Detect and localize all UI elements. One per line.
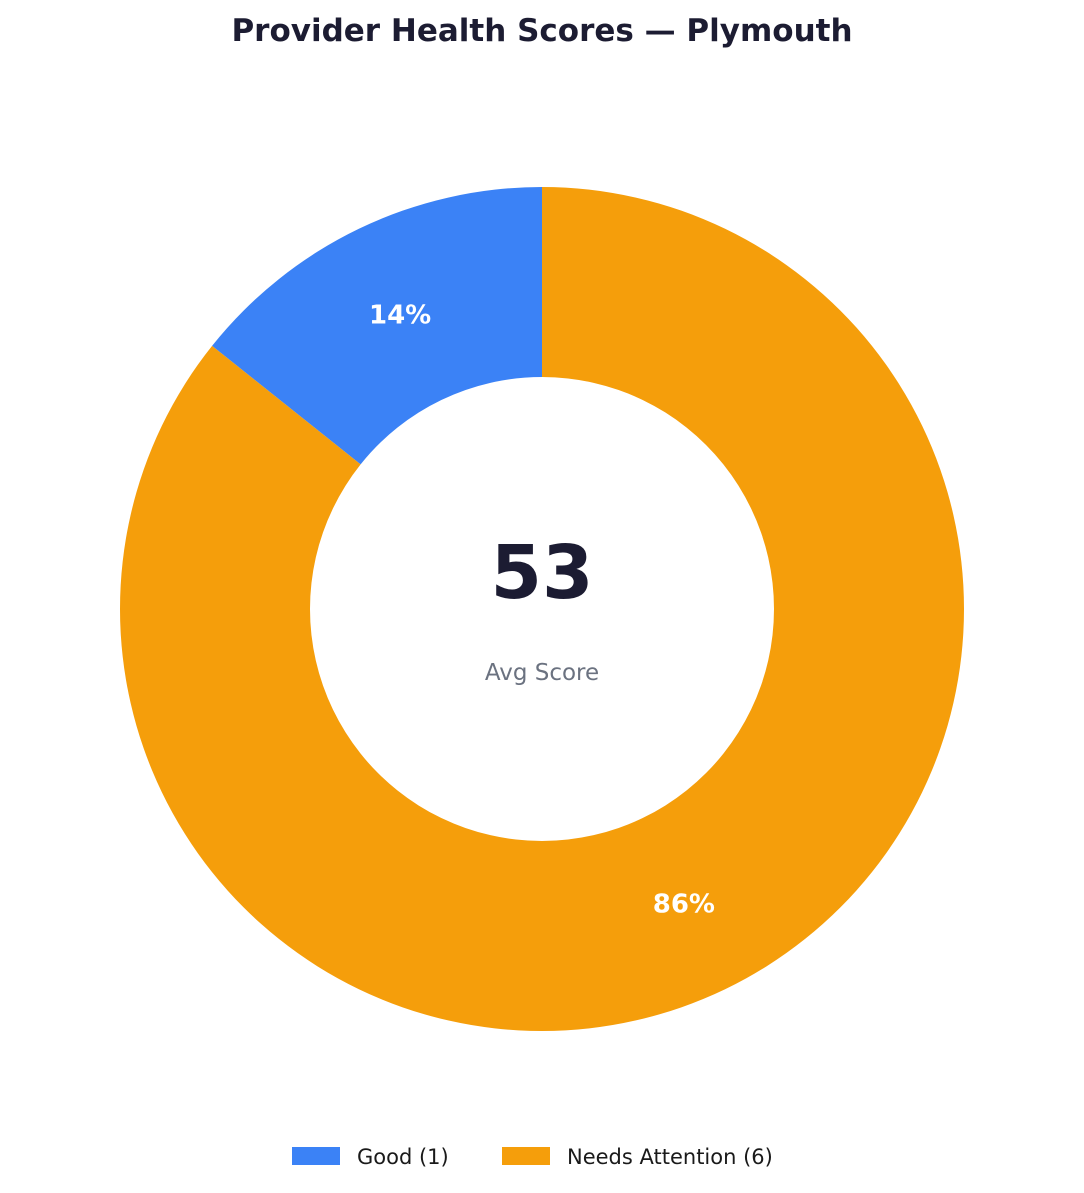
slice-labels: 14% 86% xyxy=(369,300,715,919)
slice-percent-label-1: 86% xyxy=(653,890,715,920)
center-label: Avg Score xyxy=(485,660,599,686)
chart-title: Provider Health Scores — Plymouth xyxy=(231,13,852,49)
slice-percent-label-0: 14% xyxy=(369,300,431,330)
legend-label-0: Good (1) xyxy=(357,1145,449,1169)
legend-swatch-1 xyxy=(502,1147,550,1165)
legend-swatch-0 xyxy=(292,1147,340,1165)
legend: Good (1) Needs Attention (6) xyxy=(292,1145,773,1169)
center-value: 53 xyxy=(491,530,594,616)
donut-slice-1 xyxy=(120,186,965,1031)
donut-slice-0 xyxy=(212,187,542,465)
donut-slices xyxy=(120,186,965,1031)
legend-label-1: Needs Attention (6) xyxy=(567,1145,773,1169)
